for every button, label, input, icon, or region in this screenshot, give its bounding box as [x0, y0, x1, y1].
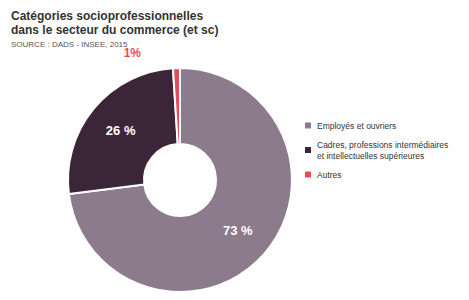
- svg-text:Employés et ouvriers: Employés et ouvriers: [317, 121, 396, 131]
- svg-text:1%: 1%: [123, 46, 141, 61]
- svg-text:et intellectuelles supérieures: et intellectuelles supérieures: [317, 151, 424, 161]
- svg-text:73 %: 73 %: [223, 223, 253, 238]
- svg-text:Catégories socioprofessionnell: Catégories socioprofessionnelles: [11, 9, 203, 23]
- svg-text:SOURCE : DADS - INSEE, 2015: SOURCE : DADS - INSEE, 2015: [11, 40, 128, 49]
- svg-text:26 %: 26 %: [106, 123, 136, 138]
- svg-text:dans le secteur du commerce (e: dans le secteur du commerce (et sc): [11, 23, 218, 37]
- svg-text:Cadres, professions intermédia: Cadres, professions intermédiaires: [317, 140, 448, 150]
- svg-text:Autres: Autres: [317, 170, 342, 180]
